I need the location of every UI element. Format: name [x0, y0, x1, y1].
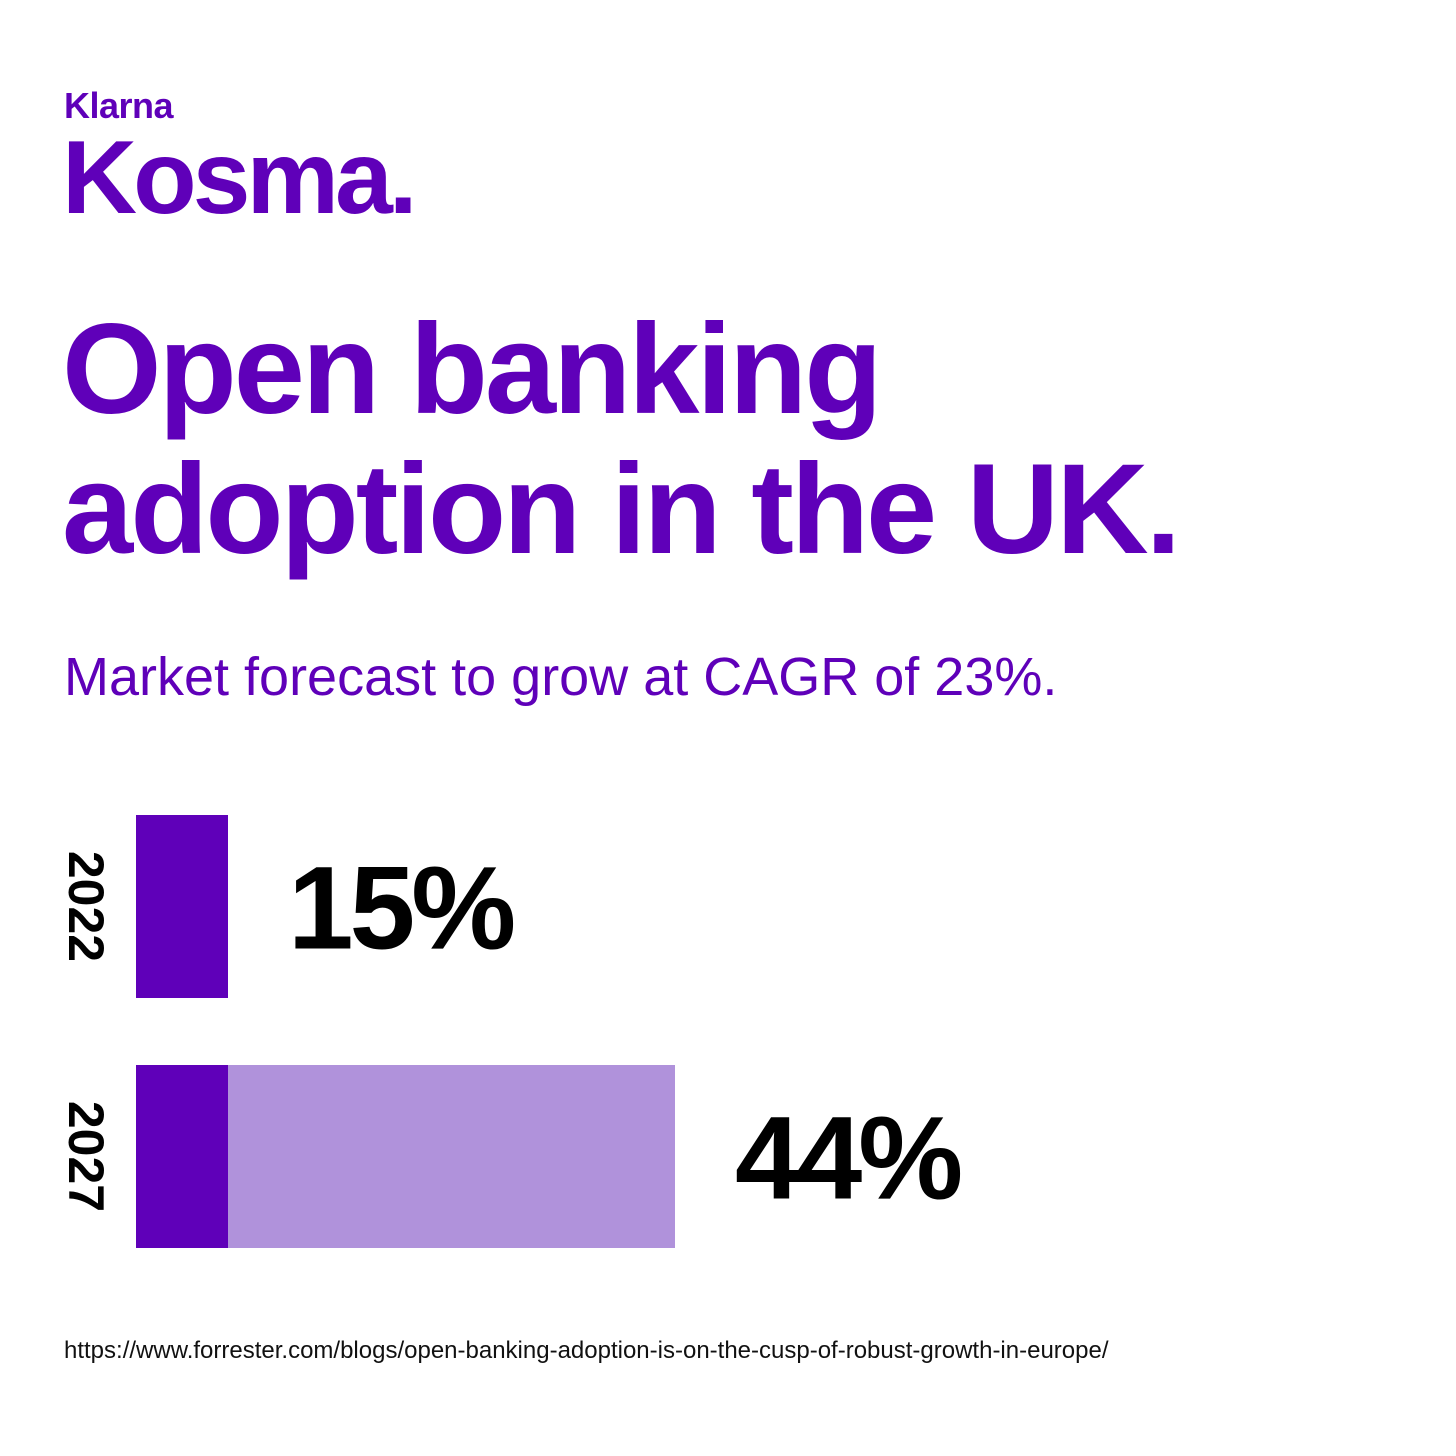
bar-base-2022 — [136, 815, 228, 998]
bar-base-2027 — [136, 1065, 228, 1248]
subtitle: Market forecast to grow at CAGR of 23%. — [64, 647, 1058, 707]
value-label-2027: 44% — [735, 1093, 960, 1225]
category-label-2027: 2027 — [58, 1101, 114, 1212]
brand-logo: Kosma. — [62, 120, 418, 236]
page-title: Open banking adoption in the UK. — [62, 300, 1402, 580]
source-url: https://www.forrester.com/blogs/open-ban… — [64, 1337, 1109, 1364]
category-label-2022: 2022 — [58, 851, 114, 962]
brand-parent-logo: Klarna — [64, 85, 174, 126]
value-label-2022: 15% — [288, 843, 513, 975]
title-line-2: adoption in the UK. — [62, 438, 1181, 581]
title-line-1: Open banking — [62, 298, 882, 441]
bar-growth-2027 — [228, 1065, 675, 1248]
adoption-bar-chart: 2022 15% 2027 44% — [58, 815, 964, 1248]
